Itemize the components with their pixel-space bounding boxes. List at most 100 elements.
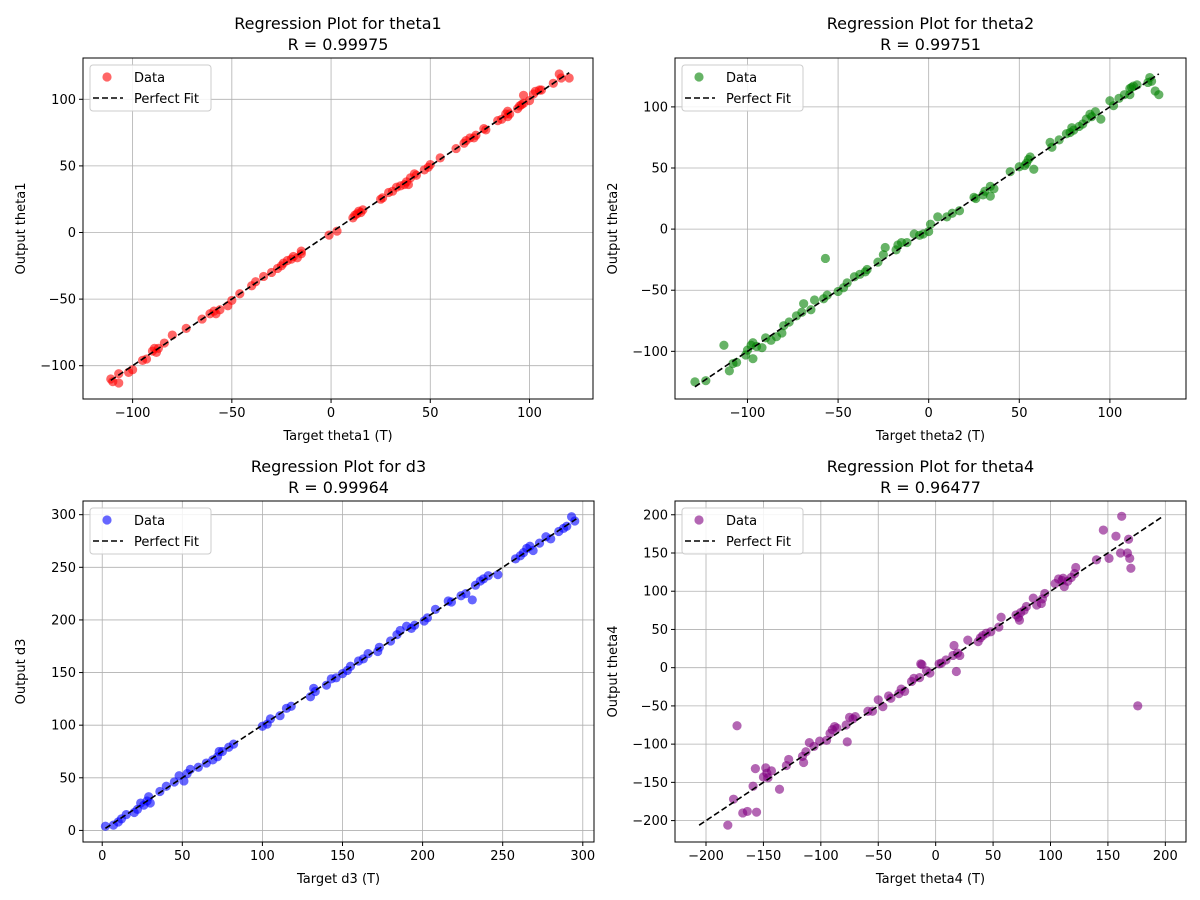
data-point: [161, 781, 171, 791]
x-tick-label: 50: [1011, 406, 1028, 421]
x-tick-label: 200: [410, 849, 435, 864]
data-point: [528, 545, 538, 556]
data-point: [809, 295, 820, 305]
data-point: [159, 338, 169, 348]
perfect-fit-line: [694, 73, 1160, 388]
y-tick-label: 0: [660, 661, 668, 676]
data-point: [1014, 615, 1025, 625]
plot-subtitle: R = 0.99751: [880, 35, 981, 54]
data-point: [728, 794, 739, 804]
data-point: [933, 212, 943, 222]
x-tick-label: 0: [932, 849, 940, 864]
y-tick-label: −100: [632, 738, 668, 753]
data-point: [751, 807, 762, 817]
data-point: [1154, 90, 1164, 100]
legend-box: [681, 64, 804, 112]
perfect-fit-line: [104, 518, 577, 829]
data-point: [1133, 701, 1143, 711]
data-point: [806, 305, 816, 315]
data-point: [799, 757, 809, 768]
perfect-fit-line: [698, 515, 1164, 826]
legend-box: [89, 64, 212, 112]
y-tick-label: 300: [51, 508, 76, 523]
data-point: [690, 377, 700, 387]
data-point: [155, 786, 165, 797]
data-point: [822, 290, 832, 300]
data-point: [955, 650, 965, 661]
data-point: [820, 253, 831, 264]
data-point: [321, 680, 332, 690]
y-axis-label: Output theta2: [606, 183, 621, 275]
plot-subtitle: R = 0.96477: [880, 478, 981, 497]
data-point: [763, 773, 773, 783]
plot-title: Regression Plot for d3: [251, 457, 426, 476]
y-tick-label: −50: [641, 699, 668, 714]
data-point: [411, 170, 421, 180]
x-tick-label: −100: [730, 406, 766, 421]
data-point: [724, 366, 734, 376]
data-point: [902, 237, 912, 248]
legend-label-fit: Perfect Fit: [134, 92, 199, 107]
legend: Data Perfect Fit: [681, 64, 804, 112]
data-point: [701, 376, 711, 386]
data-point: [996, 612, 1006, 622]
data-point: [1104, 553, 1114, 563]
data-point: [430, 604, 441, 615]
x-axis-label: Target d3 (T): [296, 872, 380, 887]
x-tick-label: −150: [746, 849, 782, 864]
data-point: [332, 226, 342, 236]
data-point: [564, 73, 574, 83]
axes-frame: [674, 500, 1187, 843]
x-tick-label: −50: [865, 849, 892, 864]
data-point: [1040, 588, 1050, 599]
plot-subtitle: R = 0.99975: [288, 35, 389, 54]
data-point: [114, 369, 124, 379]
y-tick-label: 50: [651, 162, 668, 177]
data-point: [505, 109, 515, 119]
y-axis-label: Output theta4: [606, 626, 621, 718]
y-tick-label: −50: [641, 284, 668, 299]
data-point: [1115, 548, 1126, 558]
data-point: [1028, 593, 1038, 603]
x-tick-label: 0: [98, 849, 106, 864]
plot-panel-d3: 0 50 100 150 200 250 300 0 50 100 150 200 250 300 Regr…: [14, 457, 595, 887]
axes-frame: [674, 57, 1187, 400]
data-point: [546, 534, 556, 544]
y-tick-label: 100: [643, 585, 668, 600]
data-point: [215, 305, 225, 315]
data-point: [181, 323, 191, 334]
data-point: [774, 784, 785, 794]
y-tick-label: −50: [49, 293, 76, 308]
data-point: [467, 595, 477, 605]
x-tick-label: 150: [1096, 849, 1121, 864]
x-tick-label: 50: [985, 849, 1002, 864]
x-axis-label: Target theta4 (T): [875, 872, 985, 887]
x-tick-label: 50: [174, 849, 191, 864]
x-tick-label: 150: [330, 849, 355, 864]
data-point: [878, 250, 888, 260]
legend-marker-data: [102, 515, 112, 525]
x-tick-label: 100: [517, 406, 542, 421]
data-point: [954, 206, 965, 216]
legend-marker-data: [694, 72, 704, 82]
x-tick-label: 300: [570, 849, 595, 864]
x-tick-label: −100: [803, 849, 839, 864]
x-tick-label: 200: [1153, 849, 1178, 864]
data-point: [493, 570, 503, 580]
y-axis-label: Output theta1: [14, 183, 29, 275]
data-point: [570, 516, 580, 526]
data-point: [1071, 562, 1081, 573]
data-point: [286, 701, 296, 711]
x-tick-label: 100: [1038, 849, 1063, 864]
y-tick-label: 200: [51, 613, 76, 628]
data-point: [1090, 107, 1100, 117]
data-point: [1111, 531, 1121, 541]
legend: Data Perfect Fit: [681, 507, 804, 555]
x-tick-label: −100: [115, 406, 151, 421]
y-tick-label: 100: [643, 100, 668, 115]
data-point: [951, 666, 961, 677]
data-point: [777, 328, 787, 338]
y-tick-label: 0: [68, 226, 76, 241]
data-point: [1126, 563, 1136, 573]
